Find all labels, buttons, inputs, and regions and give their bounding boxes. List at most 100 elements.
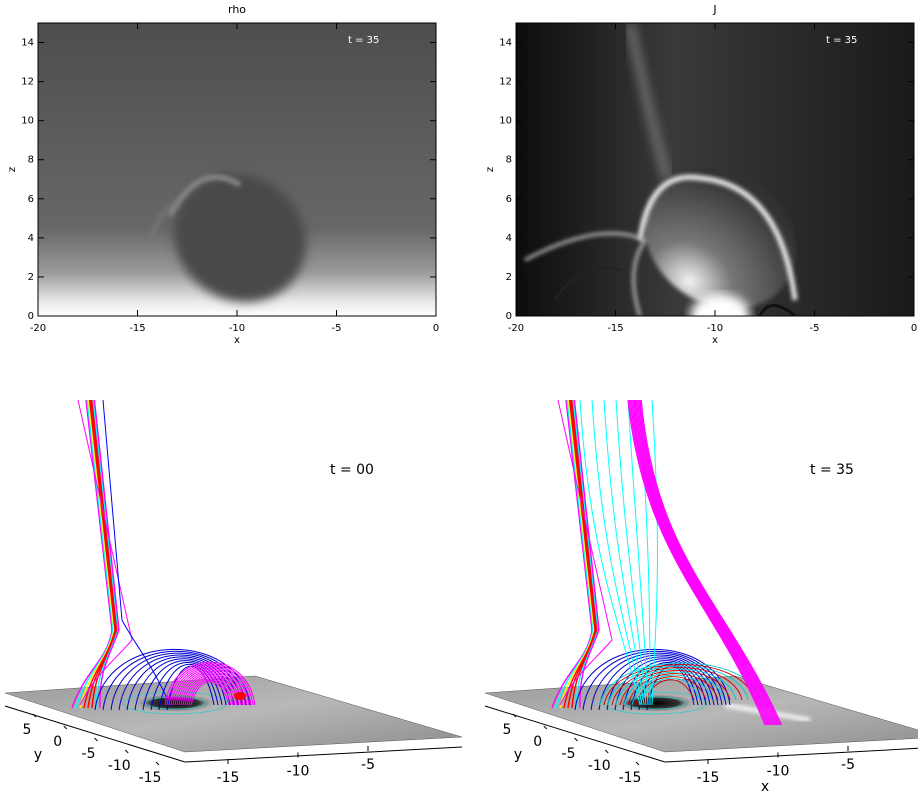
field-line	[635, 400, 777, 726]
x-tick-label: -10	[287, 764, 310, 780]
y-tick-label: -5	[82, 746, 96, 762]
y-tick-label: 5	[503, 722, 512, 738]
ground-plane	[4, 675, 463, 753]
field-line	[172, 667, 248, 706]
y-tick-label: -5	[562, 746, 576, 762]
field-line	[631, 400, 771, 726]
field-line	[110, 652, 243, 711]
y-tick-label: 0	[506, 311, 512, 322]
field-line	[572, 400, 599, 709]
x-tick-label: -10	[229, 323, 245, 334]
foot	[234, 692, 246, 700]
field-line	[91, 400, 118, 709]
field-line	[176, 670, 244, 706]
field-line	[75, 400, 114, 709]
x-axis-label: x	[234, 335, 240, 346]
annotation: t = 35	[826, 35, 857, 46]
field-line	[563, 400, 596, 709]
y-tick-label: 0	[53, 734, 62, 750]
x-axis	[664, 747, 918, 763]
y-tick-label: 4	[28, 233, 34, 244]
field-line	[573, 400, 600, 709]
field-line	[651, 400, 658, 706]
x-tick-label: -20	[508, 323, 524, 334]
y-tick	[574, 737, 578, 742]
y-tick-label: 6	[506, 194, 512, 205]
x-tick-label: -5	[841, 757, 855, 773]
ground-plane	[484, 675, 918, 753]
x-tick-label: -20	[30, 323, 46, 334]
y-tick-label: 12	[21, 77, 34, 88]
annotation: t = 35	[348, 35, 379, 46]
y-axis-label: z	[485, 167, 496, 172]
y-tick-label: -15	[619, 770, 642, 786]
field-line	[188, 679, 232, 706]
y-tick	[124, 749, 129, 754]
y-tick-label: -10	[108, 758, 131, 774]
x-tick-label: -15	[697, 770, 720, 786]
annotation: t = 00	[330, 462, 374, 478]
y-tick-label: 2	[506, 272, 512, 283]
field-line	[635, 676, 707, 706]
field-line	[607, 665, 749, 706]
field-line	[87, 400, 117, 709]
y-tick-label: 0	[28, 311, 34, 322]
field-line	[93, 400, 120, 709]
y-axis-label: y	[514, 747, 522, 763]
y-tick-label: 4	[506, 233, 512, 244]
x-axis-label: x	[712, 335, 718, 346]
y-axis-label: y	[34, 747, 42, 763]
field-line	[158, 663, 219, 711]
y-tick-label: 8	[28, 155, 34, 166]
field-line	[627, 673, 719, 706]
field-line	[640, 400, 783, 726]
field-line	[182, 675, 238, 706]
x-tick-label: -10	[767, 764, 790, 780]
render-scene	[484, 400, 918, 753]
y-tick	[94, 737, 98, 742]
panel-title: J	[712, 3, 716, 16]
y-tick-label: 12	[499, 77, 512, 88]
y-tick	[32, 713, 37, 718]
x-tick-label: 0	[433, 323, 439, 334]
field-line	[170, 666, 250, 706]
field-line	[615, 668, 737, 706]
field-line	[77, 400, 133, 706]
field-line	[190, 681, 230, 706]
x-tick-label: -15	[129, 323, 145, 334]
field-line-renders	[4, 400, 918, 753]
field-line	[180, 673, 240, 706]
x-axis-label: x	[761, 779, 769, 794]
field-line	[611, 667, 743, 706]
field-line	[567, 400, 597, 709]
y-tick-label: 6	[28, 194, 34, 205]
field-line	[590, 652, 723, 711]
y-tick-label: 14	[21, 38, 34, 49]
field-line	[623, 671, 725, 706]
field-line	[168, 664, 252, 706]
y-tick	[604, 749, 609, 754]
field-line	[634, 400, 775, 726]
rho-image	[38, 23, 436, 316]
y-tick-label: 0	[533, 734, 542, 750]
y-tick-label: 14	[499, 38, 512, 49]
field-line	[639, 677, 701, 706]
y-tick	[543, 725, 548, 730]
field-line	[627, 400, 766, 726]
field-line	[184, 676, 236, 706]
y-tick	[635, 761, 640, 766]
x-axis	[184, 746, 463, 763]
x-tick-label: -15	[217, 770, 240, 786]
field-line	[79, 400, 115, 709]
field-line	[71, 400, 113, 709]
y-tick-label: -10	[588, 758, 611, 774]
field-line	[637, 400, 778, 726]
y-tick-label: -15	[139, 770, 162, 786]
x-tick-label: -5	[361, 757, 375, 773]
y-tick	[155, 761, 160, 766]
field-line	[622, 660, 707, 711]
contour	[624, 696, 686, 710]
x-tick-label: -10	[707, 323, 723, 334]
